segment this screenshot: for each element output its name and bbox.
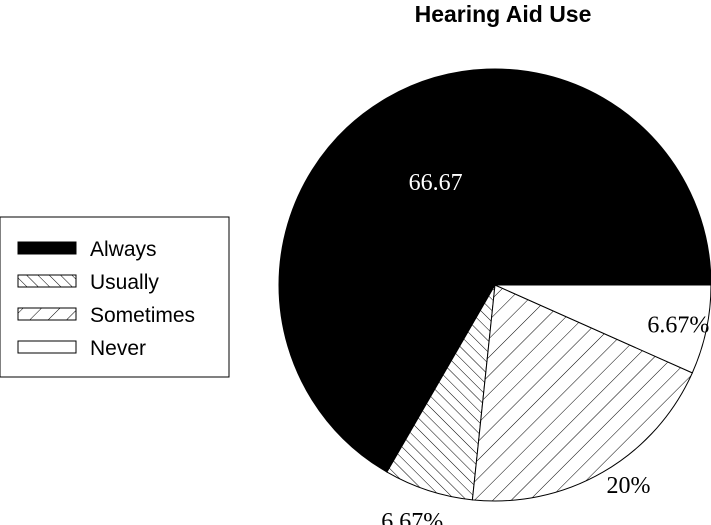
pie-slice-sometimes — [471, 284, 693, 502]
legend-label-sometimes: Sometimes — [90, 304, 195, 327]
legend-label-never: Never — [90, 337, 146, 360]
legend-swatch-sometimes — [17, 307, 77, 321]
legend-swatch-always — [17, 241, 77, 255]
legend: Always Usually Sometimes Never — [0, 216, 230, 378]
chart-title: Hearing Aid Use — [415, 1, 592, 27]
pie-slice-always — [278, 68, 711, 473]
legend-swatch-usually — [17, 274, 77, 288]
slice-label-sometimes: 20% — [607, 473, 651, 499]
slice-label-always: 66.67 — [409, 170, 463, 196]
legend-label-always: Always — [90, 238, 157, 261]
slice-label-never: 6.67% — [647, 312, 709, 338]
slice-label-usually: 6.67% — [381, 509, 443, 525]
legend-label-usually: Usually — [90, 271, 159, 294]
pie-slices — [278, 68, 711, 502]
pie-slice-labels: 66.67 6.67% 20% 6.67% — [381, 170, 709, 525]
legend-swatch-never — [17, 340, 77, 354]
